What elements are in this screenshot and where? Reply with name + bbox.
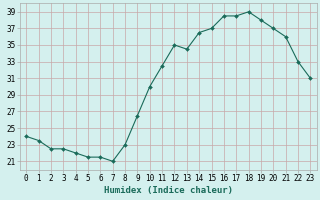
X-axis label: Humidex (Indice chaleur): Humidex (Indice chaleur): [104, 186, 233, 195]
